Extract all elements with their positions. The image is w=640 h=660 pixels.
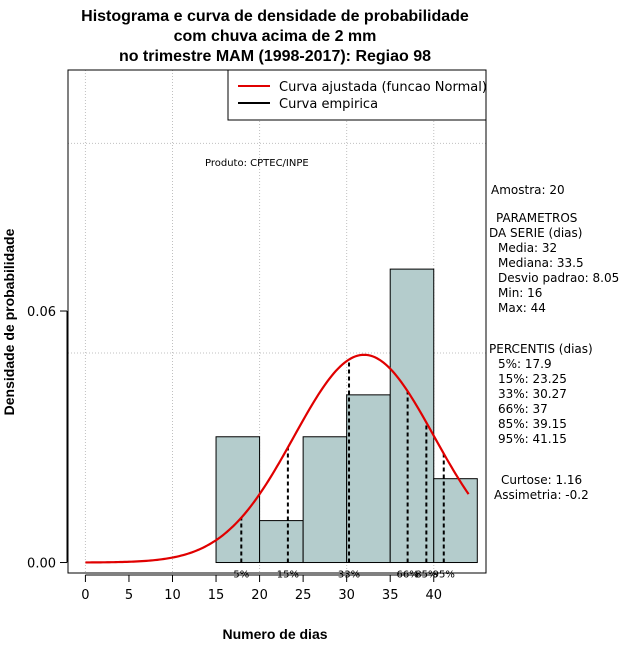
x-tick-label: 10 [164,588,181,603]
fitted-normal-curve [85,353,470,564]
chart-title: Histograma e curva de densidade de proba… [81,8,469,65]
stat-skewness: Assimetria: -0.2 [494,488,589,502]
product-annotation: Produto: CPTEC/INPE [205,158,309,169]
title-line-2: com chuva acima de 2 mm [174,28,377,45]
x-axis-label: Numero de dias [222,626,327,642]
params-title-1: PARAMETROS [496,211,578,225]
stat-p5: 5%: 17.9 [498,357,552,371]
stat-min: Min: 16 [498,286,543,300]
histogram-bar [346,394,391,564]
y-tick-label: 0.00 [27,557,56,572]
fitted-curve-layer [85,353,470,564]
params-title-2: DA SERIE (dias) [489,226,583,240]
histogram-bar [215,436,261,564]
histogram-bar [302,436,348,564]
x-tick-label: 35 [382,588,399,603]
stat-kurtosis: Curtose: 1.16 [501,473,583,487]
histogram-bar [433,478,478,564]
stat-p85: 85%: 39.15 [498,417,567,431]
x-tick-label: 0 [81,588,89,603]
legend-empirical-label: Curva empirica [279,97,378,112]
sample-size: Amostra: 20 [491,183,565,197]
y-axis-label: Densidade de probabilidade [1,228,17,415]
legend-box [227,69,487,121]
legend: Curva ajustada (funcao Normal) Curva emp… [227,69,487,121]
stat-p66: 66%: 37 [498,402,548,416]
x-tick-label: 30 [338,588,355,603]
histogram-bar [259,520,304,564]
x-tick-label: 40 [425,588,442,603]
x-tick-label: 25 [295,588,312,603]
stat-stddev: Desvio padrao: 8.05 [498,271,620,285]
y-tick-label: 0.06 [27,305,56,320]
stat-p15: 15%: 23.25 [498,372,567,386]
axes: 0 5 10 15 20 25 30 35 40 0.00 0.06 [27,305,442,603]
stat-p33: 33%: 30.27 [498,387,567,401]
title-line-3: no trimestre MAM (1998-2017): Regiao 98 [119,48,431,65]
percentiles-title: PERCENTIS (dias) [489,342,593,356]
x-tick-label: 5 [125,588,133,603]
x-tick-label: 15 [208,588,225,603]
histogram-bars [215,268,478,564]
percentile-label: 95% [433,570,455,581]
histogram-bar [389,268,435,564]
stat-median: Mediana: 33.5 [498,256,584,270]
stat-max: Max: 44 [498,301,546,315]
title-line-1: Histograma e curva de densidade de proba… [81,8,469,25]
x-tick-label: 20 [251,588,268,603]
stat-p95: 95%: 41.15 [498,432,567,446]
legend-fitted-label: Curva ajustada (funcao Normal) [279,80,487,95]
stat-mean: Media: 32 [498,241,558,255]
